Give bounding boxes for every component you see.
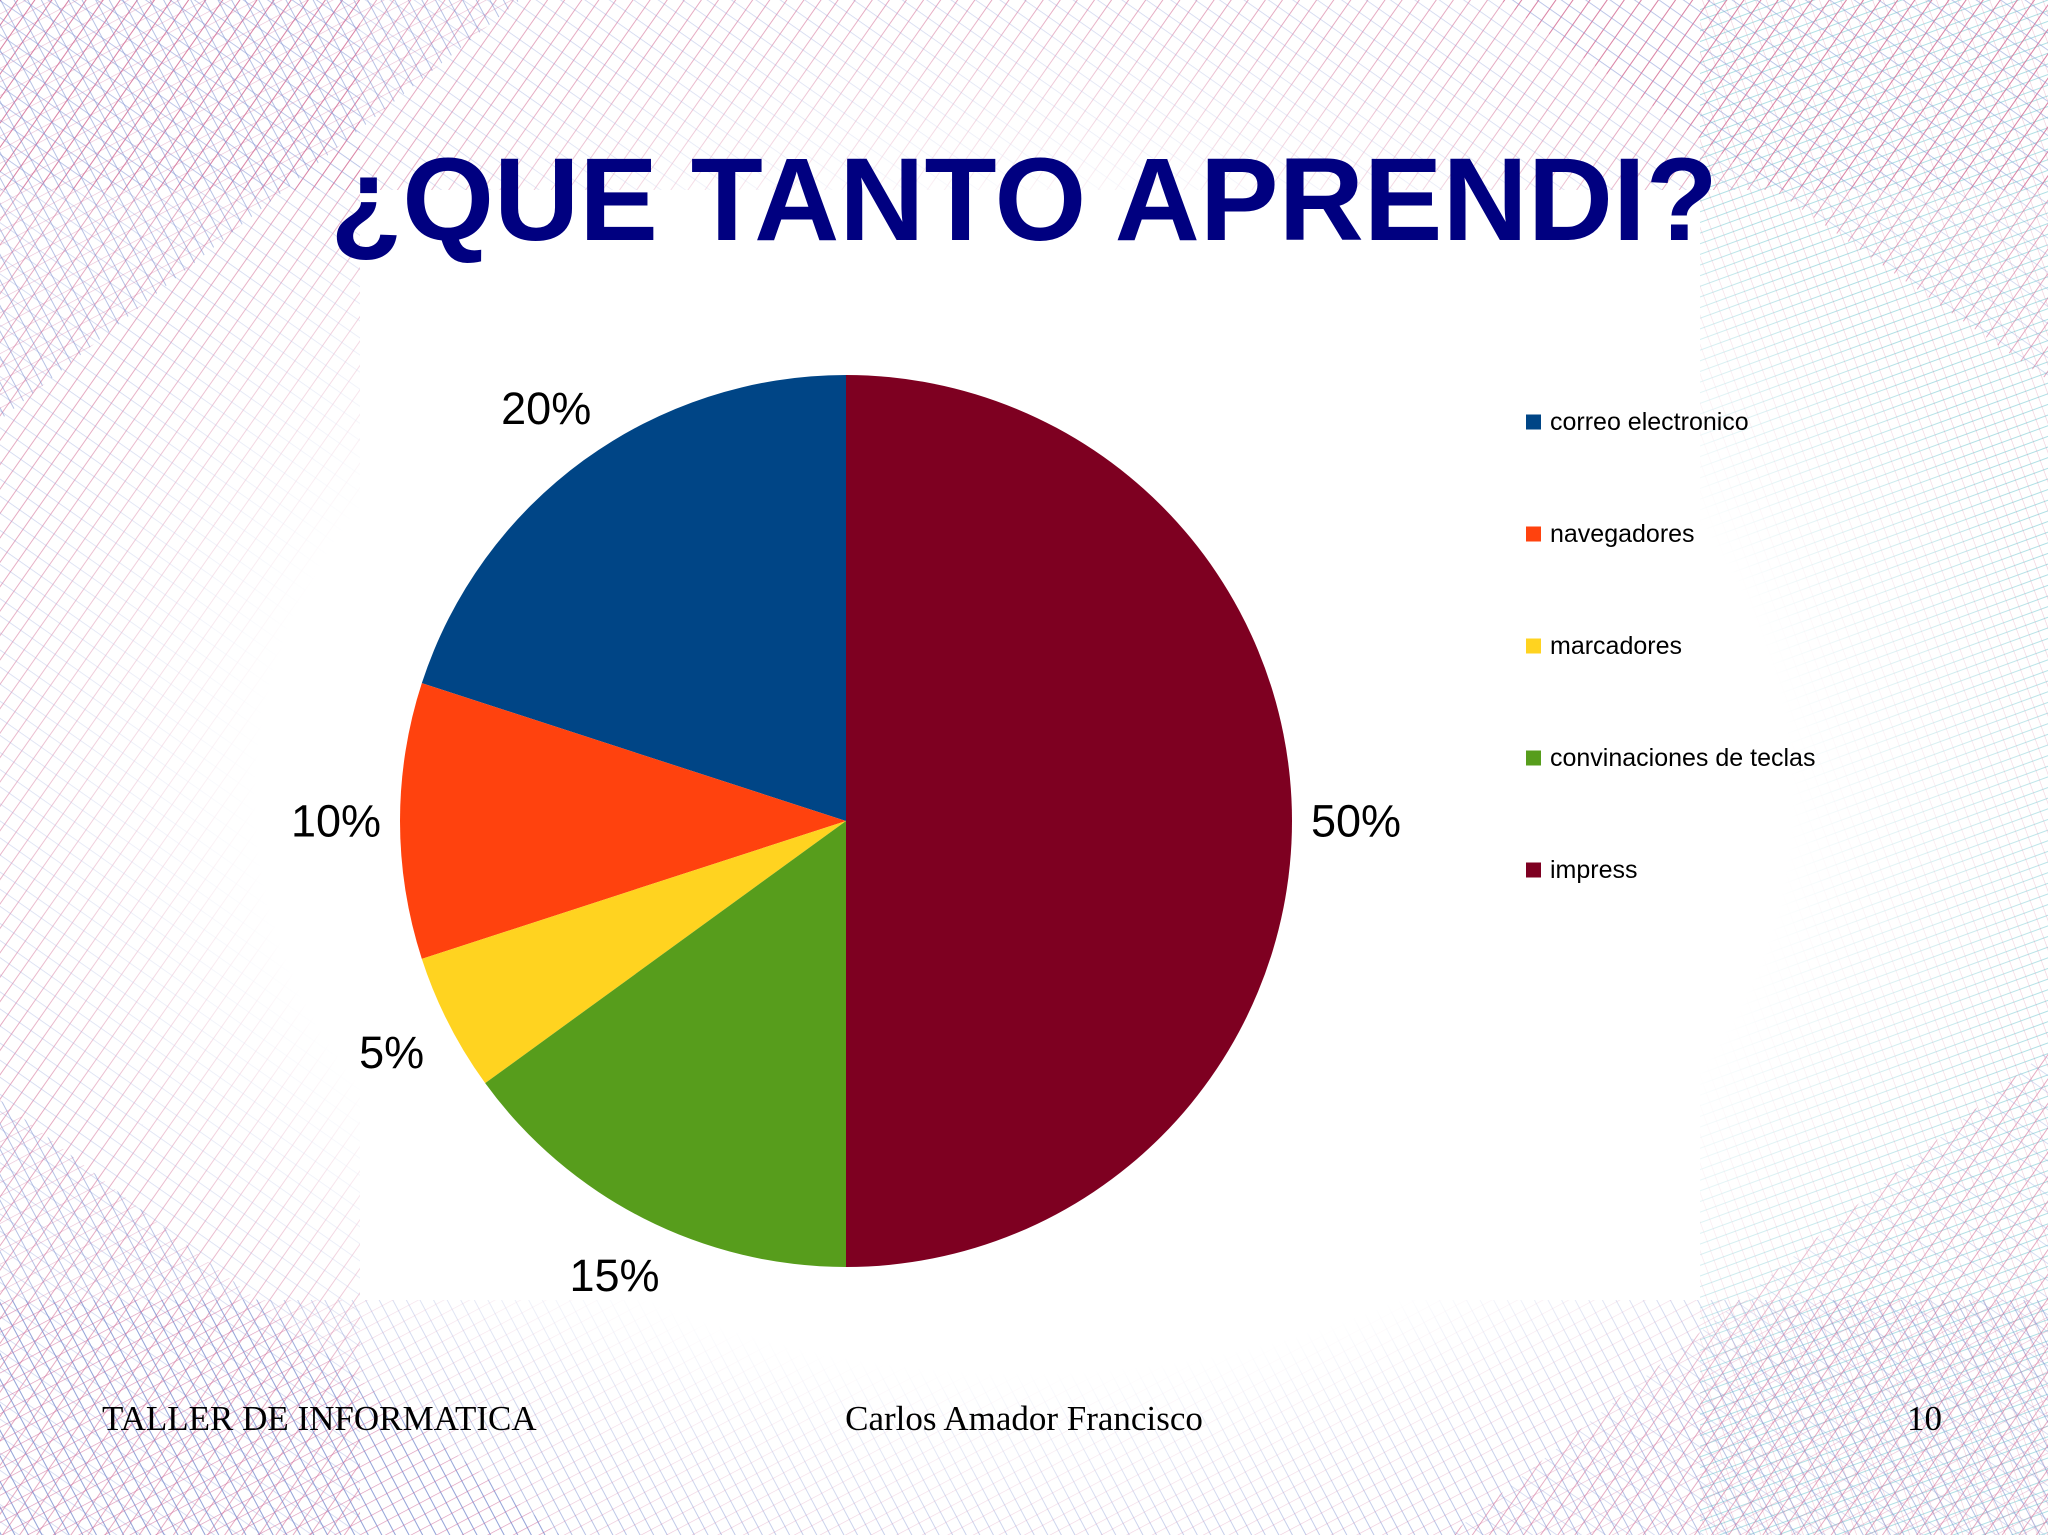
pie-slice-4 <box>485 821 846 1267</box>
legend-swatch-4 <box>1526 750 1541 766</box>
pie-data-labels: 20% 10% 5% 15% 50% <box>291 383 1401 1301</box>
pie-data-label-1: 20% <box>501 383 591 434</box>
legend-swatch-5 <box>1526 862 1541 878</box>
legend-label-4: convinaciones de teclas <box>1550 744 1815 772</box>
legend-label-1: correo electronico <box>1550 408 1749 436</box>
pie-data-label-2: 10% <box>291 796 381 847</box>
legend-item-2: navegadores <box>1526 520 1695 548</box>
footer-course-name: TALLER DE INFORMATICA <box>102 1399 537 1438</box>
legend-label-2: navegadores <box>1550 520 1695 548</box>
slide-title: ¿QUE TANTO APRENDI? <box>330 134 1718 266</box>
pie-slice-1 <box>421 375 846 821</box>
legend-item-1: correo electronico <box>1526 408 1749 436</box>
pie-data-label-3: 5% <box>359 1027 424 1078</box>
legend-swatch-2 <box>1526 526 1541 542</box>
legend-label-5: impress <box>1550 856 1638 884</box>
pie-data-label-5: 50% <box>1311 796 1401 847</box>
footer-author: Carlos Amador Francisco <box>845 1399 1203 1438</box>
pie-slices <box>400 375 1292 1267</box>
legend-swatch-3 <box>1526 638 1541 654</box>
legend-item-3: marcadores <box>1526 632 1682 660</box>
legend-item-4: convinaciones de teclas <box>1526 744 1815 772</box>
chart-legend: correo electronico navegadores marcadores c… <box>1526 408 1815 884</box>
legend-item-5: impress <box>1526 856 1638 884</box>
pie-slice-3 <box>421 821 846 1084</box>
pie-slice-5 <box>846 375 1292 1267</box>
pie-data-label-4: 15% <box>569 1250 659 1301</box>
legend-label-3: marcadores <box>1550 632 1682 660</box>
footer-page-number: 10 <box>1907 1399 1942 1438</box>
legend-swatch-1 <box>1526 414 1541 430</box>
pie-slice-2 <box>400 683 846 959</box>
